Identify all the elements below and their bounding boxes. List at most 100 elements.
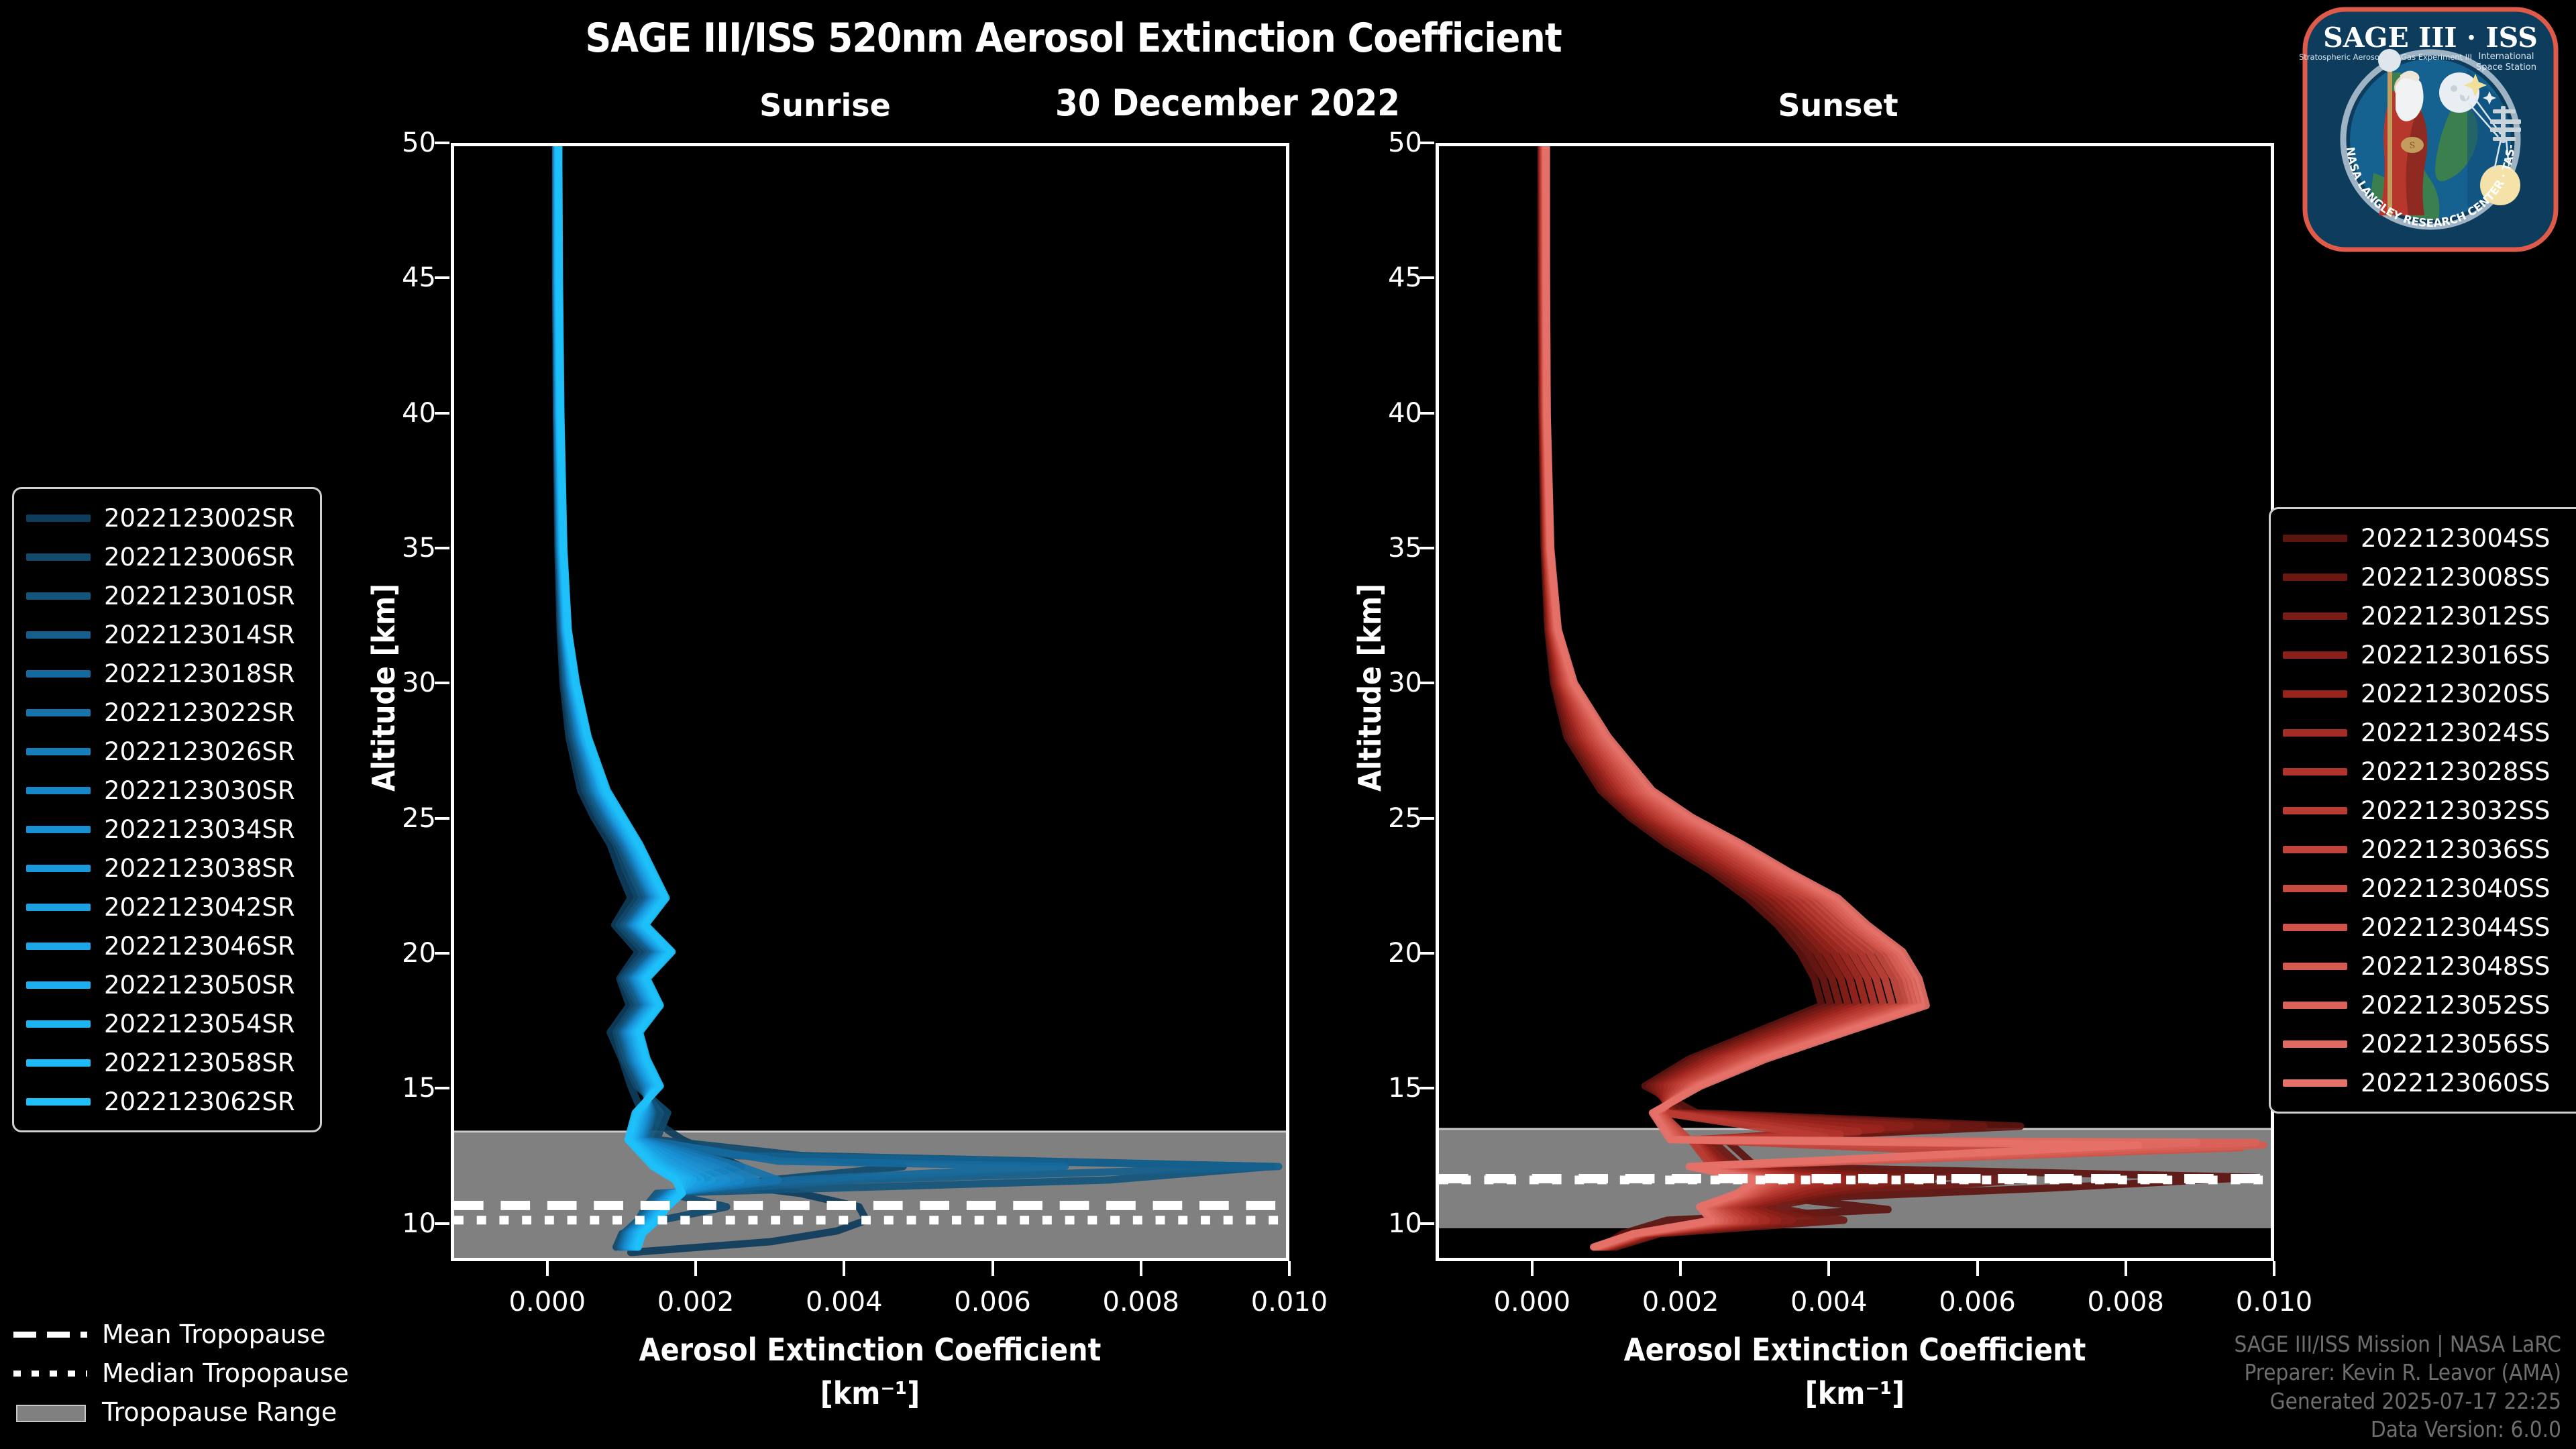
sunset-x-axis-unit: [km⁻¹]	[1805, 1375, 1905, 1411]
legend-item-2022123036ss[interactable]: 2022123036SS	[2283, 830, 2571, 869]
legend-color-swatch	[2283, 534, 2347, 542]
legend-item-2022123054sr[interactable]: 2022123054SR	[26, 1004, 308, 1043]
legend-item-2022123042sr[interactable]: 2022123042SR	[26, 888, 308, 926]
legend-color-swatch	[26, 514, 91, 522]
y-tick-label: 15	[402, 1073, 436, 1104]
legend-item-2022123012ss[interactable]: 2022123012SS	[2283, 596, 2571, 635]
sunrise-y-axis-ticks: 10 15 20 25 30 35 40 45 50	[349, 127, 436, 1261]
data-series-line	[551, 146, 1283, 1251]
sunrise-plot-canvas	[454, 146, 1286, 1258]
legend-color-swatch	[2283, 729, 2347, 737]
y-tick-label: 10	[1388, 1208, 1422, 1239]
legend-item-2022123008ss[interactable]: 2022123008SS	[2283, 557, 2571, 596]
legend-event-label: 2022123032SS	[2361, 796, 2551, 825]
legend-item-2022123028ss[interactable]: 2022123028SS	[2283, 752, 2571, 791]
x-tick-label: 0.004	[1790, 1287, 1868, 1318]
y-tick-label: 40	[1388, 397, 1422, 429]
y-tick-label: 30	[1388, 667, 1422, 699]
legend-color-swatch	[2283, 767, 2347, 775]
page-title: SAGE III/ISS 520nm Aerosol Extinction Co…	[585, 15, 1562, 62]
legend-item-median-tropopause: Median Tropopause	[13, 1354, 389, 1393]
data-series-line	[1540, 146, 2121, 1251]
legend-item-2022123038sr[interactable]: 2022123038SR	[26, 849, 308, 888]
legend-event-label: 2022123042SR	[104, 892, 295, 922]
legend-item-2022123022sr[interactable]: 2022123022SR	[26, 693, 308, 732]
y-tick-mark	[1419, 951, 1434, 955]
x-tick-label: 0.010	[2235, 1287, 2313, 1318]
x-tick-label: 0.000	[1493, 1287, 1571, 1318]
legend-color-swatch	[2283, 1040, 2347, 1048]
y-tick-label: 50	[1388, 127, 1422, 158]
patch-subtitle-right-2: Space Station	[2476, 62, 2536, 72]
y-tick-mark	[1419, 1087, 1434, 1090]
legend-event-label: 2022123036SS	[2361, 835, 2551, 864]
legend-color-swatch	[26, 825, 91, 833]
legend-color-swatch	[26, 669, 91, 678]
sunrise-x-axis-label: Aerosol Extinction Coefficient	[639, 1332, 1102, 1368]
legend-item-2022123062sr[interactable]: 2022123062SR	[26, 1082, 308, 1121]
data-series-line	[1540, 146, 1995, 1251]
legend-color-swatch	[2283, 1001, 2347, 1009]
legend-item-2022123002sr[interactable]: 2022123002SR	[26, 498, 308, 537]
legend-event-label: 2022123046SR	[104, 931, 295, 961]
credits-preparer: Preparer: Kevin R. Leavor (AMA)	[2244, 1359, 2561, 1386]
data-series-line	[1538, 146, 2025, 1251]
legend-item-2022123052ss[interactable]: 2022123052SS	[2283, 985, 2571, 1024]
legend-item-2022123010sr[interactable]: 2022123010SR	[26, 576, 308, 615]
legend-event-label: 2022123060SS	[2361, 1068, 2551, 1097]
y-tick-label: 10	[402, 1208, 436, 1239]
x-tick-label: 0.010	[1250, 1287, 1328, 1318]
y-tick-mark	[435, 682, 449, 685]
y-tick-label: 45	[402, 262, 436, 294]
y-tick-label: 45	[1388, 262, 1422, 294]
legend-item-2022123024ss[interactable]: 2022123024SS	[2283, 713, 2571, 752]
legend-item-2022123004ss[interactable]: 2022123004SS	[2283, 519, 2571, 557]
y-tick-mark	[435, 1087, 449, 1090]
sunset-y-axis-label: Altitude [km]	[1352, 584, 1388, 792]
sunrise-legend[interactable]: 2022123002SR 2022123006SR 2022123010SR 2022…	[12, 487, 322, 1132]
legend-item-2022123020ss[interactable]: 2022123020SS	[2283, 674, 2571, 713]
sunset-legend[interactable]: 2022123004SS 2022123008SS 2022123012SS 2022…	[2269, 507, 2576, 1114]
legend-color-swatch	[26, 631, 91, 639]
legend-item-2022123018sr[interactable]: 2022123018SR	[26, 654, 308, 693]
legend-item-2022123044ss[interactable]: 2022123044SS	[2283, 908, 2571, 947]
legend-color-swatch	[2283, 573, 2347, 581]
credits-data-version: Data Version: 6.0.0	[2370, 1415, 2561, 1442]
legend-item-2022123014sr[interactable]: 2022123014SR	[26, 615, 308, 654]
legend-item-2022123040ss[interactable]: 2022123040SS	[2283, 869, 2571, 908]
legend-item-2022123050sr[interactable]: 2022123050SR	[26, 965, 308, 1004]
legend-item-2022123030sr[interactable]: 2022123030SR	[26, 771, 308, 810]
date-subtitle: 30 December 2022	[1055, 82, 1400, 124]
y-tick-label: 35	[1388, 532, 1422, 564]
sage-iii-iss-mission-patch-logo: S SAGE III · ISS Stratospheric Aerosol a…	[2300, 5, 2559, 252]
legend-item-2022123048ss[interactable]: 2022123048SS	[2283, 947, 2571, 985]
legend-event-label: 2022123044SS	[2361, 912, 2551, 942]
legend-item-2022123046sr[interactable]: 2022123046SR	[26, 926, 308, 965]
legend-item-2022123016ss[interactable]: 2022123016SS	[2283, 635, 2571, 674]
data-series-line	[555, 146, 686, 1251]
median-tropopause-label: Median Tropopause	[102, 1358, 349, 1388]
sunset-x-axis-label: Aerosol Extinction Coefficient	[1623, 1332, 2086, 1368]
legend-item-2022123034sr[interactable]: 2022123034SR	[26, 810, 308, 849]
legend-item-2022123006sr[interactable]: 2022123006SR	[26, 537, 308, 576]
legend-color-swatch	[26, 1020, 91, 1028]
sunset-plot-panel	[1436, 143, 2274, 1261]
y-tick-mark	[1419, 411, 1434, 415]
x-tick-label: 0.006	[1939, 1287, 2016, 1318]
legend-item-2022123032ss[interactable]: 2022123032SS	[2283, 791, 2571, 830]
legend-color-swatch	[26, 1097, 91, 1106]
legend-item-2022123056ss[interactable]: 2022123056SS	[2283, 1024, 2571, 1063]
legend-item-2022123026sr[interactable]: 2022123026SR	[26, 732, 308, 771]
data-series-line	[551, 146, 907, 1251]
y-tick-mark	[1419, 816, 1434, 820]
x-tick-mark	[545, 1261, 549, 1276]
x-tick-mark	[1139, 1261, 1142, 1276]
legend-item-2022123060ss[interactable]: 2022123060SS	[2283, 1063, 2571, 1102]
patch-subtitle-right-1: International	[2479, 52, 2534, 62]
credits-mission: SAGE III/ISS Mission | NASA LaRC	[2234, 1331, 2561, 1358]
legend-event-label: 2022123026SR	[104, 737, 295, 766]
legend-item-2022123058sr[interactable]: 2022123058SR	[26, 1043, 308, 1082]
legend-event-label: 2022123054SR	[104, 1009, 295, 1038]
y-tick-mark	[435, 1222, 449, 1225]
y-tick-mark	[435, 546, 449, 549]
